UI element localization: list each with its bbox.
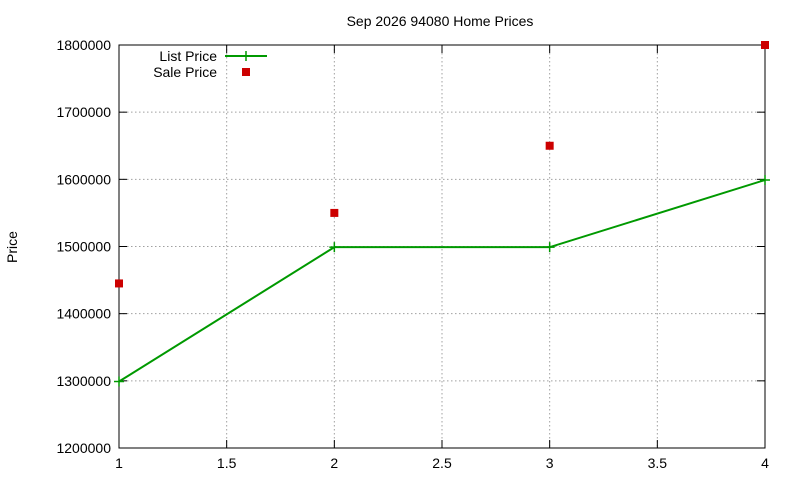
plot-border	[118, 44, 766, 449]
chart-title: Sep 2026 94080 Home Prices	[347, 13, 534, 29]
x-tick-label: 1	[115, 455, 123, 471]
y-tick-label: 1500000	[56, 239, 111, 255]
legend-swatch-list-price	[225, 51, 267, 61]
series-sale-price	[115, 41, 769, 288]
series-list-price	[114, 175, 770, 387]
sale-price-point	[761, 41, 769, 49]
legend-swatch-sale-price	[242, 68, 250, 76]
legend-label-sale-price: Sale Price	[153, 64, 217, 80]
x-tick-label: 2.5	[432, 455, 452, 471]
series-layer	[114, 41, 770, 387]
x-tick-label: 3	[546, 455, 554, 471]
x-tick-label: 2	[330, 455, 338, 471]
legend-label-list-price: List Price	[159, 48, 217, 64]
sale-price-point	[115, 279, 123, 288]
legend-marker-sale-price	[242, 68, 250, 76]
x-tick-label: 4	[761, 455, 769, 471]
y-axis-label: Price	[4, 231, 20, 263]
y-tick-label: 1200000	[56, 440, 111, 456]
x-tick-label: 1.5	[217, 455, 237, 471]
y-tick-label: 1700000	[56, 104, 111, 120]
list-price-line	[118, 179, 766, 383]
y-tick-label: 1300000	[56, 373, 111, 389]
sale-price-point	[545, 141, 554, 150]
y-tick-label: 1800000	[56, 37, 111, 53]
axis-ticks: 1200000 1300000 1400000 1500000 1600000 17000…	[56, 37, 769, 471]
y-tick-label: 1400000	[56, 306, 111, 322]
y-tick-label: 1600000	[56, 171, 111, 187]
x-tick-label: 3.5	[648, 455, 668, 471]
sale-price-point	[330, 208, 339, 217]
